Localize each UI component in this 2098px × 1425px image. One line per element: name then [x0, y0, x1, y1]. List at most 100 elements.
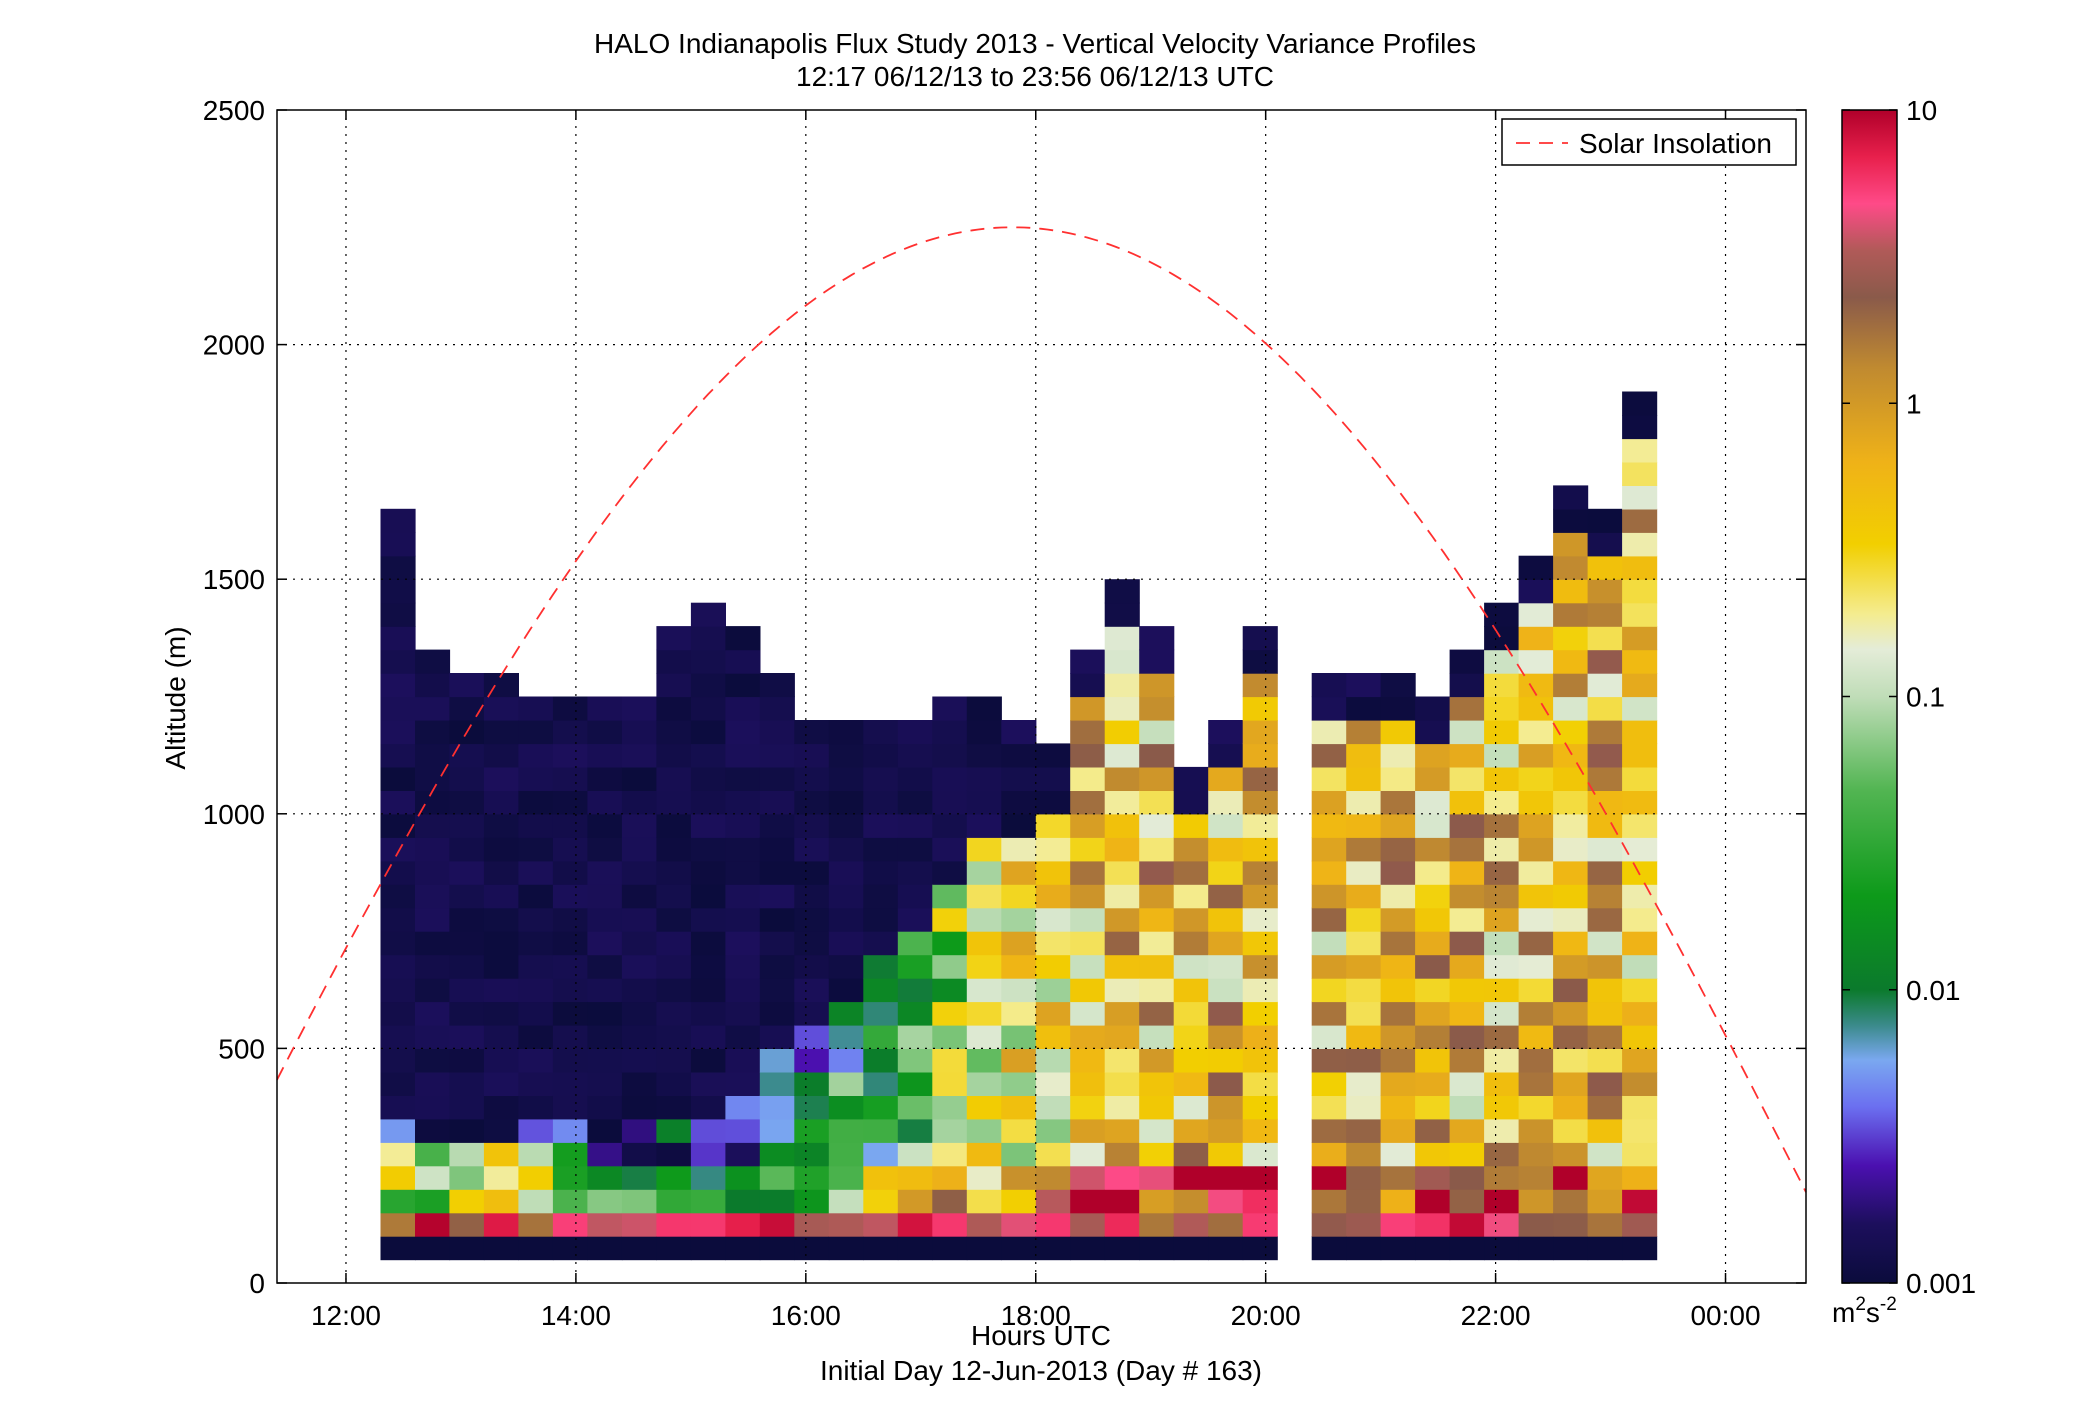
heatmap-cell	[483, 954, 519, 979]
heatmap-cell	[552, 1024, 588, 1049]
heatmap-cell	[1311, 743, 1347, 768]
heatmap-cell	[1070, 1142, 1106, 1167]
colorbar-tick-label: 10	[1906, 95, 1937, 126]
heatmap-cell	[1622, 1142, 1658, 1167]
heatmap-cell	[1104, 978, 1140, 1003]
heatmap-cell	[1139, 978, 1175, 1003]
heatmap-cell	[380, 766, 416, 791]
heatmap-cell	[1208, 743, 1244, 768]
heatmap-cell	[1380, 1142, 1416, 1167]
heatmap-cell	[587, 954, 623, 979]
heatmap-cell	[1070, 696, 1106, 721]
heatmap-cell	[1415, 743, 1451, 768]
heatmap-cell	[725, 1024, 761, 1049]
heatmap-cell	[449, 1142, 485, 1167]
heatmap-cell	[966, 743, 1002, 768]
heatmap-cell	[1518, 626, 1554, 651]
heatmap-cell	[380, 532, 416, 557]
heatmap-cell	[621, 978, 657, 1003]
heatmap-cell	[828, 1142, 864, 1167]
heatmap-cell	[1104, 766, 1140, 791]
heatmap-cell	[1553, 743, 1589, 768]
heatmap-cell	[1622, 579, 1658, 604]
heatmap-cell	[1208, 1212, 1244, 1237]
heatmap-cell	[656, 1118, 692, 1143]
heatmap-cell	[1311, 1189, 1347, 1214]
heatmap-cell	[828, 1048, 864, 1073]
heatmap-cell	[863, 837, 899, 862]
heatmap-cell	[1139, 884, 1175, 909]
heatmap-cell	[656, 1048, 692, 1073]
heatmap-cell	[1518, 1024, 1554, 1049]
heatmap-cell	[621, 884, 657, 909]
heatmap-cell	[552, 696, 588, 721]
heatmap-cell	[1173, 1212, 1209, 1237]
heatmap-cell	[1311, 1212, 1347, 1237]
heatmap-cell	[759, 1024, 795, 1049]
heatmap-cell	[552, 860, 588, 885]
heatmap-cell	[1622, 602, 1658, 627]
heatmap-cell	[1380, 1212, 1416, 1237]
heatmap-cell	[759, 837, 795, 862]
heatmap-cell	[1070, 1095, 1106, 1120]
heatmap-cell	[1415, 1142, 1451, 1167]
heatmap-cell	[690, 720, 726, 745]
heatmap-cell	[1242, 1165, 1278, 1190]
heatmap-cell	[380, 907, 416, 932]
heatmap-cell	[794, 720, 830, 745]
heatmap-cell	[552, 1236, 588, 1261]
heatmap-cell	[1242, 649, 1278, 674]
heatmap-cell	[1484, 954, 1520, 979]
colorbar-ticks: 0.001 0.01 0.1 1 10	[1842, 95, 1976, 1299]
heatmap-cell	[1380, 907, 1416, 932]
heatmap-cell	[1622, 1024, 1658, 1049]
heatmap-cell	[1070, 1048, 1106, 1073]
heatmap-cell	[897, 720, 933, 745]
heatmap-cell	[1242, 1071, 1278, 1096]
heatmap-cell	[1587, 532, 1623, 557]
heatmap-cell	[759, 790, 795, 815]
heatmap-cell	[794, 743, 830, 768]
heatmap-cell	[1242, 1118, 1278, 1143]
heatmap-cell	[518, 1071, 554, 1096]
heatmap-cell	[1449, 720, 1485, 745]
heatmap-cell	[1449, 1071, 1485, 1096]
x-tick-label: 18:00	[1001, 1300, 1071, 1331]
heatmap-cell	[656, 954, 692, 979]
heatmap-cell	[966, 790, 1002, 815]
heatmap-cell	[449, 860, 485, 885]
heatmap-cell	[1449, 1118, 1485, 1143]
heatmap-cell	[690, 931, 726, 956]
heatmap-cell	[1173, 837, 1209, 862]
heatmap-cell	[483, 1048, 519, 1073]
heatmap-cell	[1622, 720, 1658, 745]
heatmap-cell	[1070, 1071, 1106, 1096]
heatmap-cell	[1346, 1189, 1382, 1214]
heatmap-cell	[932, 1118, 968, 1143]
heatmap-cell	[1622, 931, 1658, 956]
heatmap-cell	[1587, 602, 1623, 627]
heatmap-cell	[1139, 766, 1175, 791]
heatmap-cell	[1518, 1142, 1554, 1167]
heatmap-cell	[690, 1048, 726, 1073]
heatmap-cell	[759, 1142, 795, 1167]
heatmap-cell	[1380, 720, 1416, 745]
heatmap-cell	[725, 837, 761, 862]
heatmap-cell	[1518, 1001, 1554, 1026]
heatmap-cell	[1035, 1236, 1071, 1261]
heatmap-cell	[690, 1024, 726, 1049]
heatmap-cell	[449, 1212, 485, 1237]
heatmap-cell	[1346, 954, 1382, 979]
heatmap-cell	[1242, 1048, 1278, 1073]
heatmap-cell	[621, 1189, 657, 1214]
heatmap-cell	[828, 813, 864, 838]
heatmap-cell	[380, 1142, 416, 1167]
heatmap-cell	[415, 1071, 451, 1096]
heatmap-cell	[1242, 626, 1278, 651]
heatmap-cell	[690, 1071, 726, 1096]
heatmap-cell	[966, 720, 1002, 745]
heatmap-cell	[1346, 743, 1382, 768]
heatmap-cell	[1380, 790, 1416, 815]
heatmap-cell	[449, 1024, 485, 1049]
heatmap-cell	[863, 1048, 899, 1073]
